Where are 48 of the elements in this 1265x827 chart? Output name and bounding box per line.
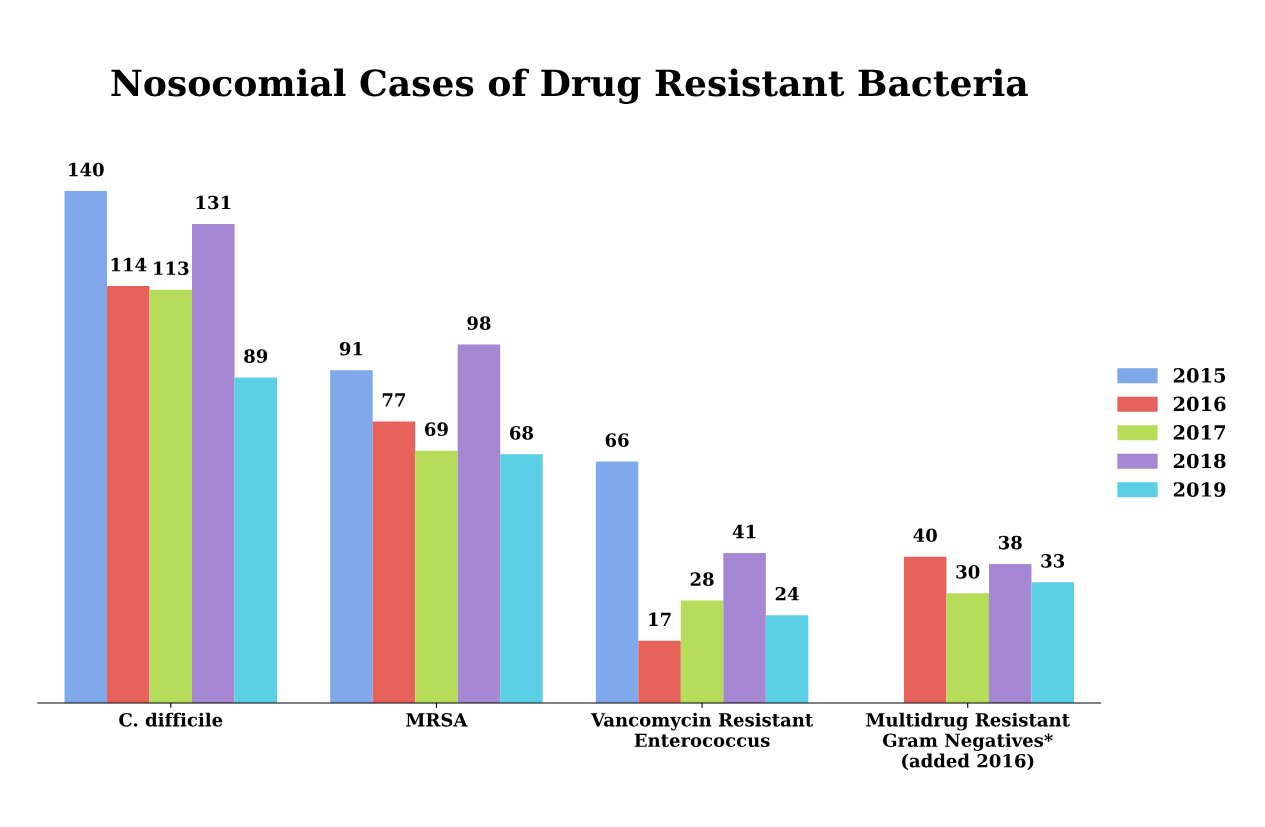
data-label: 131 <box>196 195 231 210</box>
data-label: 69 <box>425 422 448 437</box>
data-label: 17 <box>649 612 671 626</box>
data-label: 66 <box>605 433 629 447</box>
bar <box>595 461 639 703</box>
bar <box>415 450 458 703</box>
bar <box>234 377 278 703</box>
data-label: 113 <box>154 261 189 276</box>
bar <box>64 191 108 703</box>
data-label: 114 <box>111 257 147 272</box>
data-label: 77 <box>382 393 405 407</box>
data-label: 24 <box>775 586 799 601</box>
x-tick-label: C. difficile <box>119 712 223 727</box>
data-label: 98 <box>467 316 491 330</box>
bar <box>457 344 501 703</box>
x-tick-label: Multidrug Resistant Gram Negatives* (added 2016) <box>866 712 1070 771</box>
legend-label: 2016 <box>1173 396 1226 412</box>
data-label: 68 <box>510 426 534 440</box>
data-label: 91 <box>339 341 363 356</box>
data-label: 140 <box>69 162 104 177</box>
bar <box>500 454 543 703</box>
bar <box>680 600 724 703</box>
bar <box>149 289 193 703</box>
bar <box>330 370 373 703</box>
x-tick-label: Vancomycin Resistant Enterococcus <box>590 712 814 748</box>
chart-title: Nosocomial Cases of Drug Resistant Bacteria <box>111 68 1028 104</box>
data-label: 40 <box>913 528 937 543</box>
bar <box>638 640 681 703</box>
bar <box>192 223 235 703</box>
data-label: 28 <box>690 572 714 586</box>
data-label: 30 <box>956 564 980 579</box>
x-tick-label: MRSA <box>406 712 468 727</box>
data-label: 89 <box>244 349 268 363</box>
data-label: 38 <box>998 535 1022 550</box>
legend-label: 2018 <box>1173 453 1226 469</box>
data-label: 33 <box>1041 554 1065 568</box>
legend-label: 2015 <box>1173 368 1226 383</box>
bar <box>723 553 766 703</box>
bar <box>765 615 809 703</box>
bar <box>903 556 947 703</box>
bar <box>372 421 416 703</box>
bar <box>988 563 1032 703</box>
legend-label: 2017 <box>1173 425 1225 440</box>
legend-label: 2019 <box>1173 482 1226 497</box>
bar <box>1031 582 1074 703</box>
data-label: 41 <box>732 524 756 539</box>
bar <box>946 593 989 703</box>
bar <box>107 286 150 703</box>
